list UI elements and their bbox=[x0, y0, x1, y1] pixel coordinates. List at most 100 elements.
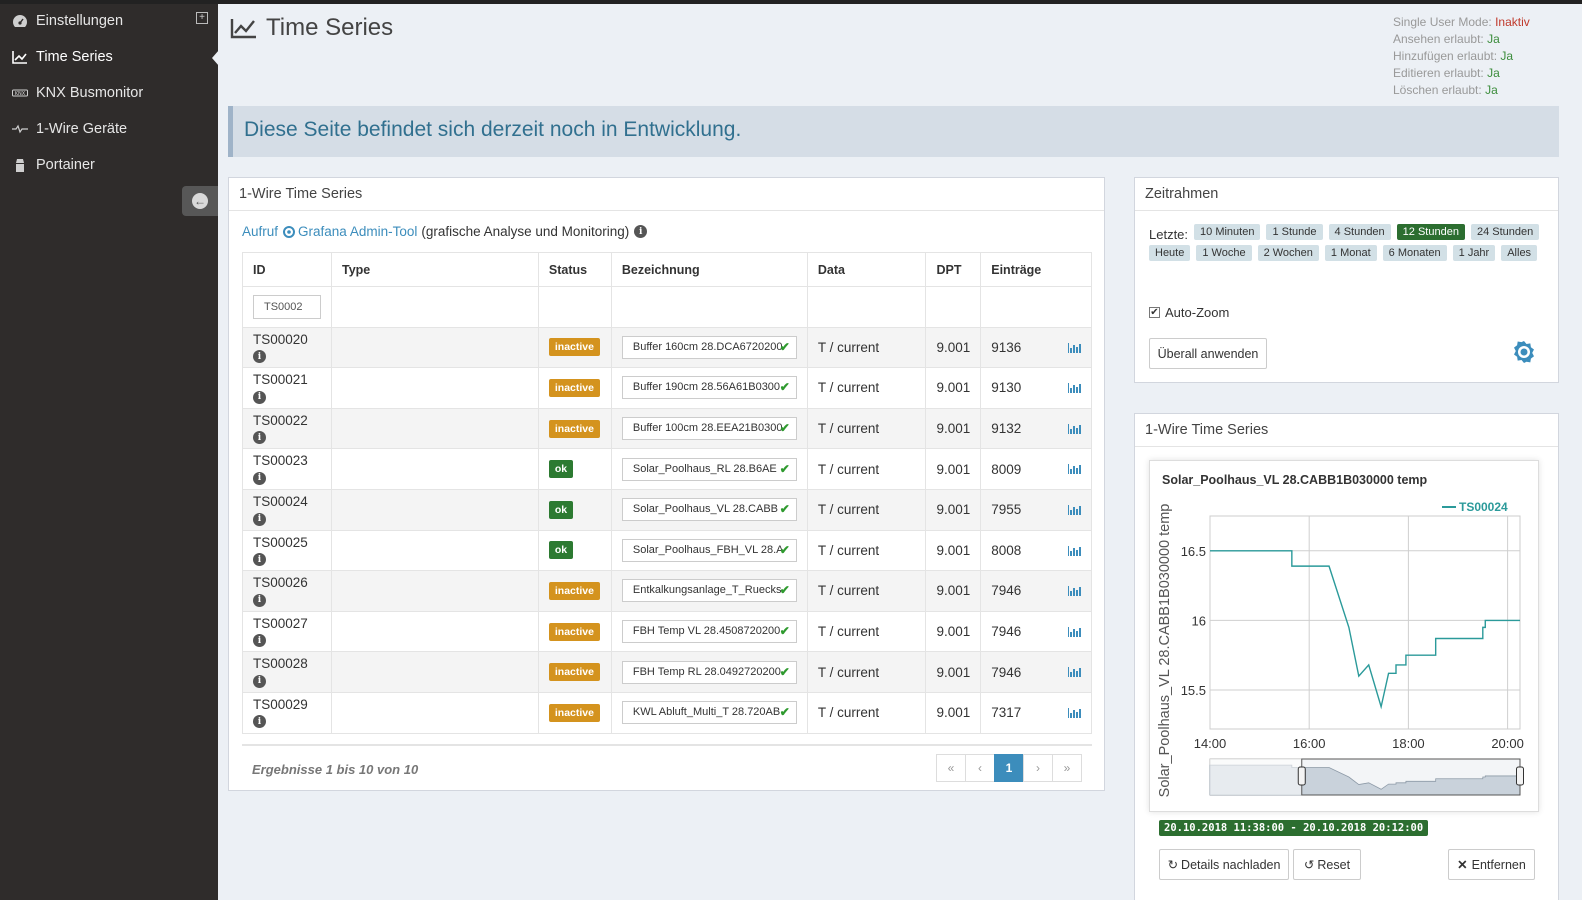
timeframe-tag[interactable]: 1 Monat bbox=[1324, 245, 1377, 261]
status-cell: inactive bbox=[537, 407, 612, 450]
bezeichnung-input[interactable]: Buffer 160cm 28.DCA6720200 ✔ bbox=[621, 335, 797, 359]
sidebar-item-1-wire-geraete[interactable]: 1-Wire Geräte bbox=[0, 112, 218, 146]
sidebar-item-knx-busmonitor[interactable]: KNX KNX Busmonitor bbox=[0, 76, 218, 110]
undo-icon: ↺ bbox=[1303, 858, 1315, 872]
bezeichnung-input[interactable]: FBH Temp VL 28.4508720200 ✔ bbox=[621, 620, 797, 644]
data-cell: T / current bbox=[806, 448, 927, 490]
empty-cell bbox=[610, 286, 808, 328]
bezeichnung-input[interactable]: Solar_Poolhaus_VL 28.CABB ✔ bbox=[621, 498, 797, 522]
status-badge: inactive bbox=[548, 663, 600, 682]
autozoom[interactable]: ✔ Auto-Zoom bbox=[1149, 305, 1229, 320]
timeframe-tag[interactable]: Alles bbox=[1501, 245, 1538, 261]
expand-icon[interactable]: + bbox=[196, 12, 208, 24]
col-bezeichnung[interactable]: Bezeichnung bbox=[610, 252, 808, 287]
info-icon[interactable]: i bbox=[253, 431, 266, 445]
info-icon[interactable]: i bbox=[253, 471, 266, 485]
reset-button[interactable]: ↺ Reset bbox=[1293, 849, 1361, 880]
timeframe-tag[interactable]: 6 Monaten bbox=[1382, 245, 1447, 261]
status-badge: inactive bbox=[548, 338, 600, 357]
sidebar-item-time-series[interactable]: Time Series bbox=[0, 40, 218, 74]
sidebar-item-label: Einstellungen bbox=[36, 13, 124, 29]
table-row: TS00027 i inactive FBH Temp VL 28.45087202… bbox=[242, 610, 1092, 653]
bezeichnung-input[interactable]: Solar_Poolhaus_RL 28.B6AE ✔ bbox=[621, 457, 797, 481]
id-filter-input[interactable] bbox=[253, 294, 321, 319]
status-badge: inactive bbox=[548, 581, 600, 600]
info-icon[interactable]: i bbox=[253, 390, 266, 404]
col-dpt[interactable]: DPT bbox=[925, 252, 982, 287]
col-data[interactable]: Data bbox=[806, 252, 927, 287]
bezeichnung-value: FBH Temp RL 28.0492720200 bbox=[632, 665, 781, 678]
page-last-button[interactable]: » bbox=[1052, 754, 1082, 782]
bezeichnung-input[interactable]: Buffer 190cm 28.56A61B0300 ✔ bbox=[621, 376, 797, 400]
timeframe-tag[interactable]: Heute bbox=[1149, 245, 1191, 261]
bezeichnung-input[interactable]: KWL Abluft_Multi_T 28.720AB ✔ bbox=[621, 701, 797, 725]
sidebar-collapse-button[interactable]: ← bbox=[182, 186, 218, 216]
bezeichnung-input[interactable]: Solar_Poolhaus_FBH_VL 28.A ✔ bbox=[621, 538, 797, 562]
chart-panel: Solar_Poolhaus_VL 28.CABB1B030000 temp 14… bbox=[1149, 460, 1539, 812]
bezeichnung-input[interactable]: Entkalkungsanlage_T_Ruecks ✔ bbox=[621, 579, 797, 603]
perm-value: Ja bbox=[1500, 49, 1514, 63]
timeframe-tag[interactable]: 10 Minuten bbox=[1194, 224, 1261, 240]
info-icon[interactable]: i bbox=[253, 350, 266, 364]
bar-chart-icon[interactable] bbox=[1068, 707, 1081, 718]
sidebar-item-einstellungen[interactable]: Einstellungen + bbox=[0, 4, 218, 38]
bezeichnung-input[interactable]: Buffer 100cm 28.EEA21B0300 ✔ bbox=[621, 417, 797, 441]
grafana-link[interactable]: Grafana Admin-Tool bbox=[298, 224, 418, 239]
id-cell: TS00023 i bbox=[242, 448, 332, 490]
bar-chart-icon[interactable] bbox=[1068, 545, 1081, 556]
timeframe-tag[interactable]: 4 Stunden bbox=[1328, 224, 1391, 240]
page-prev-button[interactable]: ‹ bbox=[965, 754, 995, 782]
info-icon[interactable]: i bbox=[253, 553, 266, 567]
col-id[interactable]: ID bbox=[242, 252, 332, 287]
page-next-button[interactable]: › bbox=[1023, 754, 1053, 782]
bezeichnung-value: Solar_Poolhaus_FBH_VL 28.A bbox=[632, 543, 784, 556]
bar-chart-icon[interactable] bbox=[1068, 667, 1081, 678]
remove-button[interactable]: ✕ Entfernen bbox=[1448, 849, 1535, 880]
info-icon[interactable]: i bbox=[253, 512, 266, 526]
entries-cell: 9136 bbox=[980, 326, 1092, 369]
bar-chart-icon[interactable] bbox=[1068, 504, 1081, 515]
col-eintraege[interactable]: Einträge bbox=[980, 252, 1092, 287]
timeframe-tag[interactable]: 24 Stunden bbox=[1470, 224, 1540, 240]
sidebar-item-portainer[interactable]: Portainer bbox=[0, 148, 218, 182]
row-id: TS00021 bbox=[253, 372, 308, 388]
bezeichnung-cell: Solar_Poolhaus_FBH_VL 28.A ✔ bbox=[610, 529, 808, 572]
col-status[interactable]: Status bbox=[537, 252, 612, 287]
page-1-button[interactable]: 1 bbox=[994, 754, 1024, 782]
bezeichnung-input[interactable]: FBH Temp RL 28.0492720200 ✔ bbox=[621, 660, 797, 684]
info-icon[interactable]: i bbox=[634, 225, 648, 238]
check-icon: ✔ bbox=[779, 461, 790, 476]
table-row: TS00023 i ok Solar_Poolhaus_RL 28.B6AE ✔ T /… bbox=[242, 448, 1092, 490]
autozoom-checkbox[interactable]: ✔ bbox=[1149, 307, 1160, 318]
bar-chart-icon[interactable] bbox=[1068, 464, 1081, 475]
bar-chart-icon[interactable] bbox=[1068, 586, 1081, 597]
perm-label: Löschen erlaubt: bbox=[1393, 83, 1482, 97]
bar-chart-icon[interactable] bbox=[1068, 383, 1081, 394]
bar-chart-icon[interactable] bbox=[1068, 423, 1081, 434]
info-icon[interactable]: i bbox=[253, 715, 266, 729]
page-first-button[interactable]: « bbox=[936, 754, 966, 782]
legend-entry: TS00024 bbox=[1459, 500, 1508, 514]
bar-chart-icon[interactable] bbox=[1068, 626, 1081, 637]
table-row: TS00026 i inactive Entkalkungsanlage_T_Rue… bbox=[242, 570, 1092, 612]
info-icon[interactable]: i bbox=[253, 593, 266, 607]
grafana-icon[interactable] bbox=[1511, 339, 1537, 365]
line-chart[interactable]: Solar_Poolhaus_VL 28.CABB1B030000 temp 14… bbox=[1150, 461, 1540, 813]
grafana-link-prefix[interactable]: Aufruf bbox=[242, 224, 279, 239]
timeframe-tag[interactable]: 1 Stunde bbox=[1266, 224, 1323, 240]
timeframe-tag[interactable]: 12 Stunden bbox=[1396, 224, 1465, 240]
apply-all-button[interactable]: Überall anwenden bbox=[1149, 338, 1267, 369]
info-icon[interactable]: i bbox=[253, 674, 266, 688]
dashboard-icon bbox=[10, 13, 30, 29]
info-icon[interactable]: i bbox=[253, 634, 266, 648]
timeframe-tag[interactable]: 1 Woche bbox=[1196, 245, 1252, 261]
y-tick-label: 16.5 bbox=[1181, 544, 1206, 559]
col-type[interactable]: Type bbox=[331, 252, 539, 287]
status-badge: ok bbox=[548, 460, 574, 479]
bar-chart-icon[interactable] bbox=[1068, 342, 1081, 353]
timeframe-tag[interactable]: 2 Wochen bbox=[1257, 245, 1319, 261]
timeframe-tag[interactable]: 1 Jahr bbox=[1452, 245, 1496, 261]
details-reload-button[interactable]: ↻ Details nachladen bbox=[1159, 849, 1289, 880]
status-cell: inactive bbox=[537, 691, 612, 734]
box-title: Zeitrahmen bbox=[1135, 178, 1558, 211]
